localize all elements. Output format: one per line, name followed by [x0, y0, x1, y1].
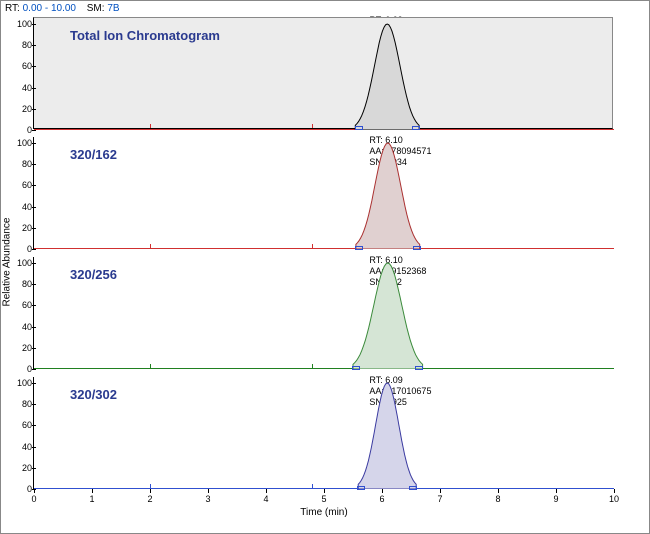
chromatogram-panel: RT: 6.09AA: 417010675SN: 992502040608010… — [33, 377, 643, 511]
rt-label: RT: — [5, 3, 20, 14]
ytick-label: 100 — [6, 138, 32, 148]
sm-value: 7B — [107, 3, 119, 14]
xtick-label: 4 — [256, 494, 276, 504]
ytick-label: 100 — [6, 378, 32, 388]
peak-svg — [34, 377, 614, 489]
panel-plot: 020406080100320/302012345678910Time (min… — [33, 377, 613, 489]
ytick-label: 100 — [6, 19, 32, 29]
ytick-label: 0 — [6, 125, 32, 135]
ytick-label: 80 — [6, 159, 32, 169]
ytick-label: 0 — [6, 484, 32, 494]
ytick-label: 20 — [6, 223, 32, 233]
xtick-label: 9 — [546, 494, 566, 504]
header-bar: RT: 0.00 - 10.00 SM: 7B — [1, 1, 649, 16]
ytick-label: 60 — [6, 300, 32, 310]
xtick-label: 0 — [24, 494, 44, 504]
baseline-event-marker — [312, 484, 313, 488]
integration-marker — [352, 366, 360, 370]
ytick-label: 40 — [6, 322, 32, 332]
baseline-event-marker — [312, 124, 313, 128]
ytick-label: 40 — [6, 83, 32, 93]
baseline-event-marker — [150, 484, 151, 488]
panel-plot: 020406080100Total Ion Chromatogram — [33, 17, 613, 129]
xtick-label: 2 — [140, 494, 160, 504]
ytick-label: 0 — [6, 244, 32, 254]
ytick-label: 80 — [6, 399, 32, 409]
xtick-label: 5 — [314, 494, 334, 504]
ytick-label: 40 — [6, 442, 32, 452]
ytick-label: 60 — [6, 420, 32, 430]
baseline-event-marker — [150, 124, 151, 128]
sm-label: SM: — [87, 3, 105, 14]
panel-title: 320/162 — [70, 147, 117, 162]
chromatogram-panel: RT: 6.10AA: 178094571SN: 103402040608010… — [33, 137, 643, 257]
xtick-label: 6 — [372, 494, 392, 504]
panel-plot: 020406080100320/162 — [33, 137, 613, 249]
ytick-label: 100 — [6, 258, 32, 268]
plot-area: Relative Abundance RT: 6.09AA: 211846183… — [33, 17, 643, 507]
integration-marker — [413, 246, 421, 250]
peak-svg — [34, 137, 614, 249]
ytick-label: 20 — [6, 104, 32, 114]
baseline-event-marker — [150, 364, 151, 368]
panel-plot: 020406080100320/256 — [33, 257, 613, 369]
baseline-event-marker — [312, 244, 313, 248]
ytick-label: 20 — [6, 463, 32, 473]
baseline-event-marker — [150, 244, 151, 248]
ytick-label: 80 — [6, 40, 32, 50]
integration-marker — [415, 366, 423, 370]
ytick-label: 40 — [6, 202, 32, 212]
peak-svg — [34, 257, 614, 369]
ytick-label: 20 — [6, 343, 32, 353]
panel-title: Total Ion Chromatogram — [70, 28, 220, 43]
xtick-label: 3 — [198, 494, 218, 504]
rt-range-value: 0.00 - 10.00 — [23, 3, 76, 14]
chromatogram-panel: RT: 6.09AA: 211846183SN: 420020406080100… — [33, 17, 643, 137]
integration-marker — [355, 246, 363, 250]
ytick-label: 0 — [6, 364, 32, 374]
baseline-event-marker — [312, 364, 313, 368]
ytick-label: 60 — [6, 61, 32, 71]
ytick-label: 80 — [6, 279, 32, 289]
integration-marker — [355, 126, 363, 130]
chromatogram-panel: RT: 6.10AA: 39152368SN: 1320204060801003… — [33, 257, 643, 377]
panel-title: 320/256 — [70, 267, 117, 282]
ytick-label: 60 — [6, 180, 32, 190]
xtick-label: 8 — [488, 494, 508, 504]
x-axis-label: Time (min) — [34, 507, 614, 532]
xtick-label: 1 — [82, 494, 102, 504]
xtick-label: 10 — [604, 494, 624, 504]
xtick-label: 7 — [430, 494, 450, 504]
integration-marker — [412, 126, 420, 130]
panel-title: 320/302 — [70, 387, 117, 402]
